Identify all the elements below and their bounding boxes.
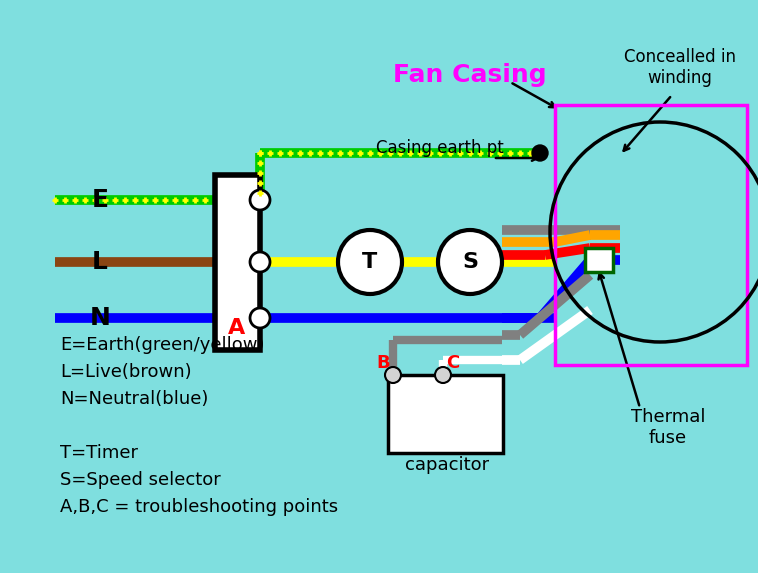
Circle shape [250,190,270,210]
Text: N: N [89,306,111,330]
Text: L: L [92,250,108,274]
Circle shape [435,367,451,383]
Text: T=Timer: T=Timer [60,444,138,462]
Text: capacitor: capacitor [405,456,489,474]
Circle shape [250,308,270,328]
Text: L=Live(brown): L=Live(brown) [60,363,192,381]
Circle shape [385,367,401,383]
Bar [585,248,613,272]
Circle shape [438,230,502,294]
Text: E: E [92,188,108,212]
Text: T: T [362,252,377,272]
Text: Concealled in
winding: Concealled in winding [624,48,736,87]
Text: E=Earth(green/yellow): E=Earth(green/yellow) [60,336,265,354]
Circle shape [532,145,548,161]
Bar [555,105,747,365]
Text: A,B,C = troubleshooting points: A,B,C = troubleshooting points [60,498,338,516]
Text: S=Speed selector: S=Speed selector [60,471,221,489]
Bar [388,375,503,453]
Circle shape [338,230,402,294]
Circle shape [250,252,270,272]
Text: S: S [462,252,478,272]
Text: B: B [376,354,390,372]
Text: C: C [446,354,459,372]
Bar [215,175,260,350]
Text: N=Neutral(blue): N=Neutral(blue) [60,390,208,408]
Text: Fan Casing: Fan Casing [393,63,547,87]
Text: A: A [228,318,246,338]
Text: Thermal
fuse: Thermal fuse [631,408,705,447]
Text: Casing earth pt: Casing earth pt [376,139,504,157]
